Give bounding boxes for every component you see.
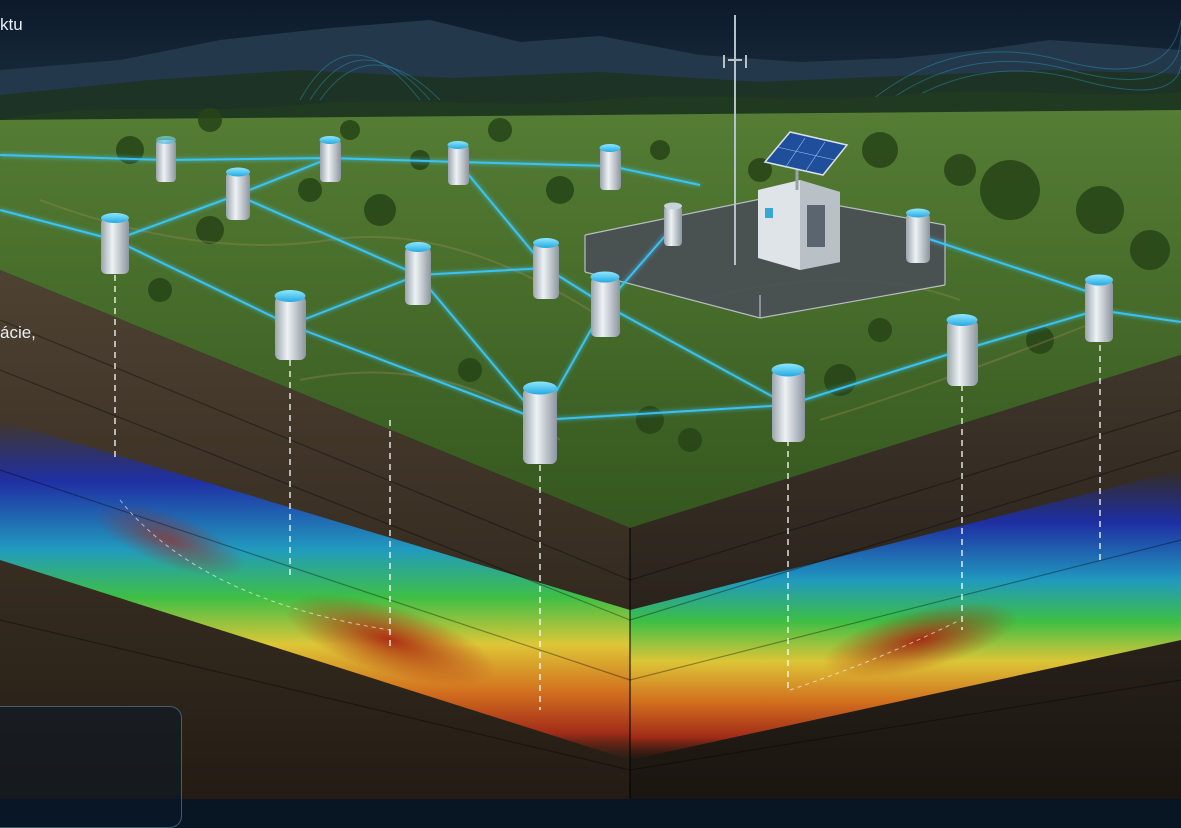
sensor-node [523, 381, 557, 464]
sensor-node [101, 213, 129, 274]
sensor-node [533, 238, 559, 299]
sensor-node [946, 314, 978, 386]
scene-illustration [0, 0, 1181, 799]
overlay-text-fragment-mid: ácie, [0, 323, 36, 342]
sensor-nodes [101, 136, 1113, 464]
monitoring-station [758, 180, 840, 270]
signal-waves [299, 19, 1181, 121]
solar-panel [763, 131, 849, 190]
sensor-node [405, 242, 431, 305]
communication-tower [723, 15, 747, 265]
sensor-node [771, 363, 805, 442]
sensor-node [664, 202, 682, 246]
sensor-node [599, 144, 621, 190]
sensor-node [156, 136, 176, 182]
info-panel [0, 706, 182, 828]
vegetation [116, 108, 1170, 452]
sensor-node [274, 290, 306, 360]
sensor-node [1085, 274, 1113, 342]
sensor-node [226, 167, 250, 220]
sensor-node [906, 208, 930, 263]
electrode-probes [114, 275, 1101, 710]
overlay-text-fragment-top: ktu [0, 15, 23, 34]
sensor-node [590, 271, 620, 337]
sensor-node [319, 136, 341, 182]
sensor-node [447, 141, 469, 185]
